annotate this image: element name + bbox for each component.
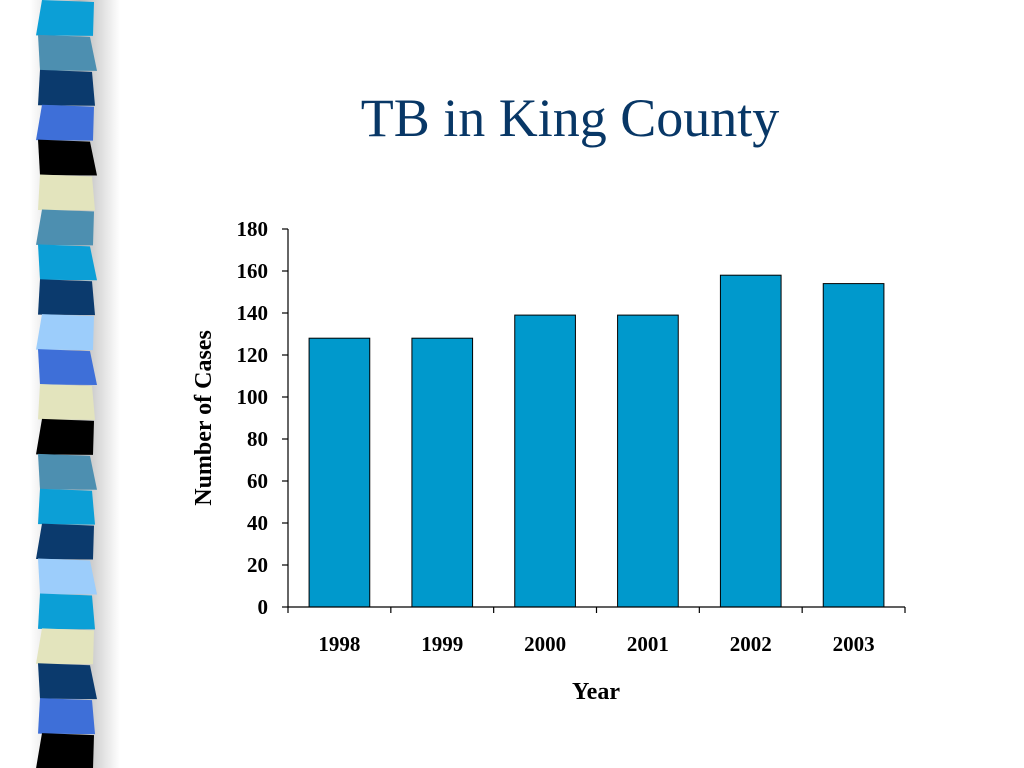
strip-band (36, 628, 94, 665)
y-tick-label: 0 (258, 595, 269, 619)
x-tick-label: 2003 (833, 632, 875, 656)
slide-title: TB in King County (360, 88, 780, 148)
y-axis-ticks: 0 20 40 60 80 100 120 140 160 180 (237, 217, 288, 619)
y-tick-label: 180 (237, 217, 269, 241)
strip-band (38, 279, 95, 316)
bar-1998 (308, 337, 371, 608)
strip-band (38, 488, 95, 525)
strip-band (38, 34, 97, 71)
y-tick-label: 160 (237, 259, 269, 283)
strip-band (36, 209, 94, 246)
strip-band (38, 453, 97, 490)
y-tick-label: 120 (237, 343, 269, 367)
y-tick-label: 60 (247, 469, 268, 493)
strip-band (38, 69, 95, 106)
strip-band (36, 733, 94, 768)
strip-band (38, 384, 95, 420)
strip-band (36, 418, 94, 455)
strip-band (38, 558, 97, 595)
bar-2003 (822, 283, 885, 608)
decorative-side-strip (30, 0, 120, 768)
y-tick-label: 100 (237, 385, 269, 409)
strip-band (36, 104, 94, 141)
strip-band (38, 349, 97, 385)
y-tick-label: 40 (247, 511, 268, 535)
strip-band (38, 244, 97, 281)
strip-band (36, 314, 94, 351)
strip-band (38, 174, 95, 211)
x-tick-label: 2002 (730, 632, 772, 656)
y-tick-label: 140 (237, 301, 269, 325)
bar-2000 (514, 314, 576, 608)
x-tick-label: 1998 (318, 632, 360, 656)
bars (308, 274, 885, 608)
y-tick-label: 80 (247, 427, 268, 451)
bar-2001 (617, 314, 679, 608)
y-tick-label: 20 (247, 553, 268, 577)
x-tick-label: 1999 (421, 632, 463, 656)
x-tick-label: 2000 (524, 632, 566, 656)
y-axis-title: Number of Cases (191, 330, 217, 506)
strip-band (38, 593, 95, 630)
x-tick-label: 2001 (627, 632, 669, 656)
strip-band (36, 0, 94, 36)
strip-band (38, 663, 97, 700)
x-axis-title: Year (572, 679, 620, 705)
strip-band (38, 139, 97, 176)
x-axis-ticks: 1998 1999 2000 2001 2002 2003 (287, 607, 906, 656)
strip-band (36, 523, 94, 560)
strip-band (38, 698, 95, 735)
bar-1999 (411, 337, 474, 608)
bar-2002 (719, 274, 782, 608)
